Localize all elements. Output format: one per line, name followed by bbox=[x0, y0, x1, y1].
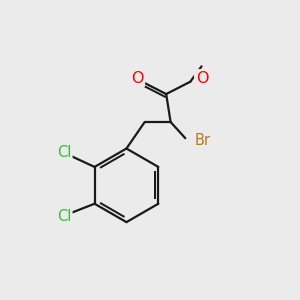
Text: O: O bbox=[196, 71, 208, 86]
Text: O: O bbox=[131, 71, 144, 86]
Text: Br: Br bbox=[194, 133, 210, 148]
Text: Cl: Cl bbox=[57, 145, 71, 160]
Text: Cl: Cl bbox=[57, 209, 71, 224]
